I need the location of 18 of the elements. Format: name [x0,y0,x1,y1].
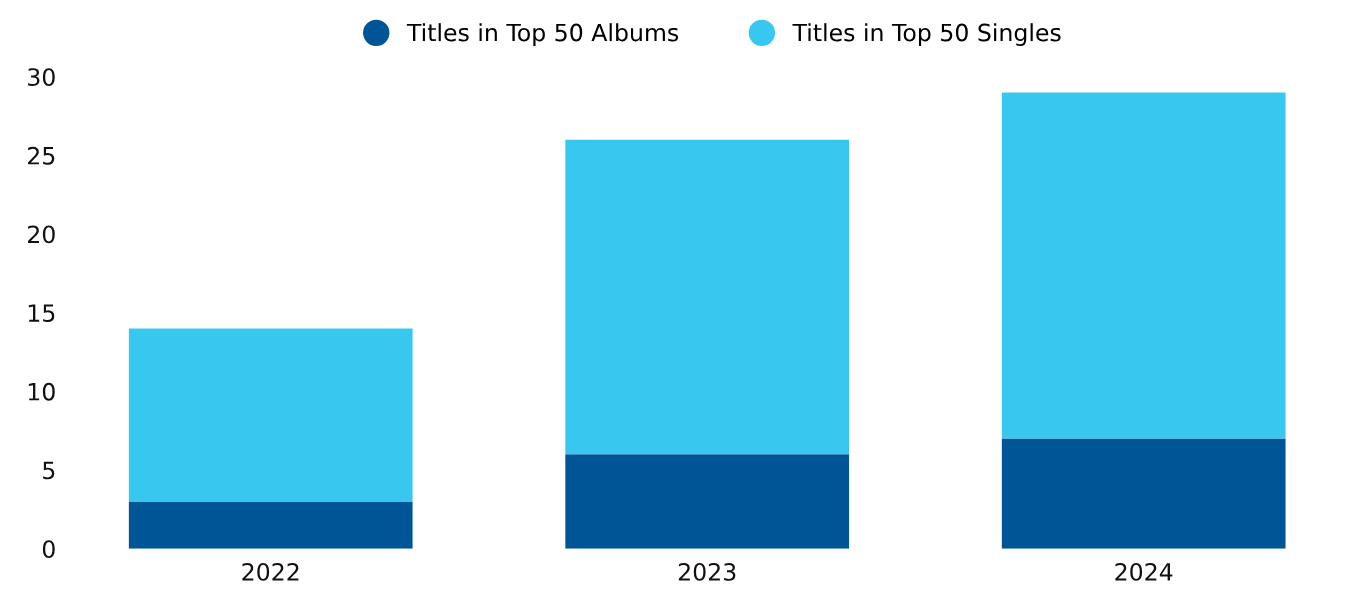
y-tick-label: 5 [43,461,55,480]
bar [128,328,413,502]
x-tick-label: 2022 [242,563,299,581]
bar [1001,438,1286,549]
x-tick-label: 2024 [1115,563,1173,581]
bar [128,501,413,549]
legend-label: Titles in Top 50 Singles [792,23,1061,47]
y-tick-label: 25 [28,146,55,165]
y-tick-label: 0 [42,540,55,559]
y-tick-label: 20 [28,225,55,244]
y-tick-label: 30 [28,68,55,87]
legend-label: Titles in Top 50 Albums [406,23,679,47]
y-tick-label: 15 [28,304,55,323]
bar [565,454,850,549]
bar [1001,92,1286,439]
x-tick-label: 2023 [678,563,736,581]
y-tick-label: 10 [28,382,55,401]
bar [565,139,850,455]
